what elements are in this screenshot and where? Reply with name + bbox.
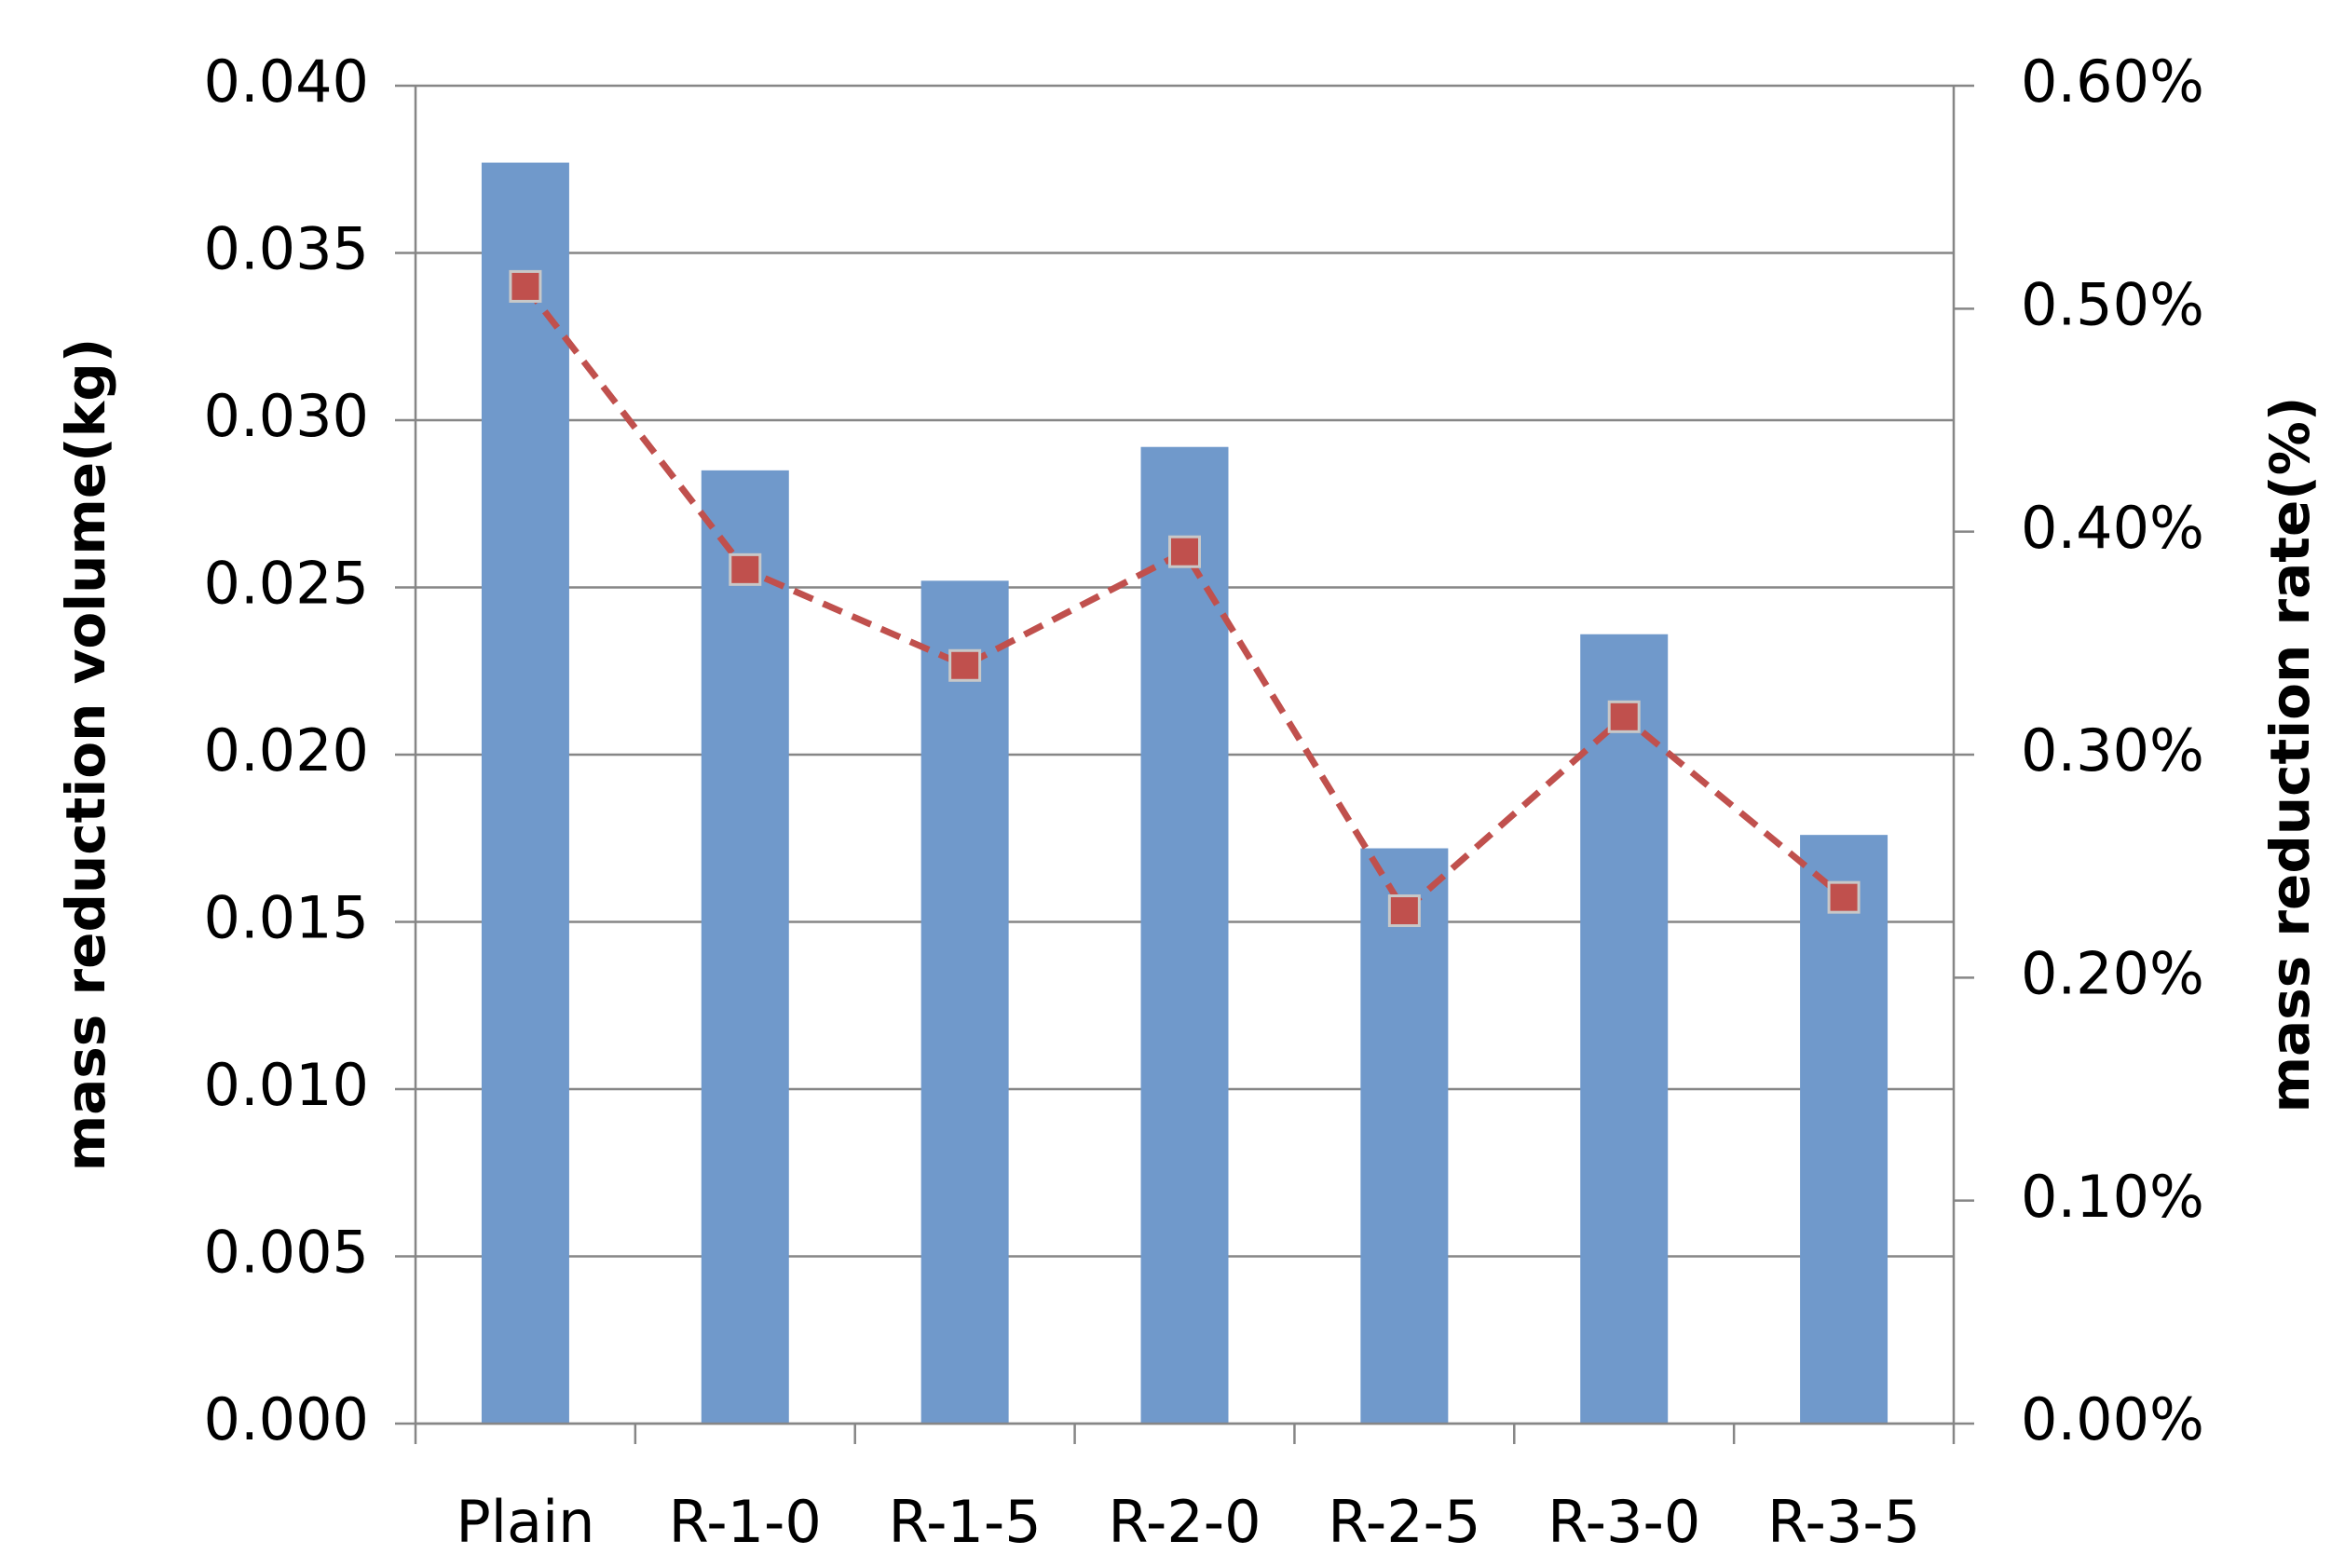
bar — [920, 580, 1009, 1424]
y-tick-label: 0.030 — [204, 382, 370, 450]
y-tick-label: 0.035 — [204, 215, 370, 283]
y-tick-label: 0.005 — [204, 1219, 370, 1287]
y2-tick-label: 0.60% — [2021, 48, 2204, 116]
y2-axis-title: mass reduction rate(%) — [2258, 397, 2322, 1113]
marker — [1387, 894, 1421, 928]
bar — [1580, 634, 1669, 1424]
x-tick-label: R-1-0 — [669, 1488, 822, 1556]
y-tick-label: 0.015 — [204, 884, 370, 952]
x-tick-label: R-1-5 — [889, 1488, 1042, 1556]
bar — [1800, 835, 1888, 1424]
y2-tick-label: 0.00% — [2021, 1385, 2204, 1453]
marker — [729, 552, 762, 586]
x-tick-label: Plain — [456, 1488, 594, 1556]
x-tick-label: R-2-0 — [1108, 1488, 1261, 1556]
x-tick-label: R-3-0 — [1547, 1488, 1700, 1556]
y2-tick-label: 0.20% — [2021, 939, 2204, 1007]
y2-tick-label: 0.30% — [2021, 716, 2204, 784]
y-tick-label: 0.025 — [204, 550, 370, 618]
marker — [1827, 880, 1861, 914]
bar — [1140, 446, 1229, 1425]
y-tick-label: 0.040 — [204, 48, 370, 116]
x-tick-label: R-3-5 — [1767, 1488, 1920, 1556]
y2-tick-label: 0.50% — [2021, 270, 2204, 338]
y2-tick-label: 0.10% — [2021, 1163, 2204, 1231]
y-tick-label: 0.000 — [204, 1385, 370, 1453]
bar — [701, 470, 789, 1425]
x-tick-label: R-2-5 — [1328, 1488, 1480, 1556]
bar — [481, 162, 569, 1424]
marker — [509, 269, 542, 303]
marker — [1168, 535, 1201, 568]
y2-tick-label: 0.40% — [2021, 494, 2204, 562]
y-tick-label: 0.020 — [204, 716, 370, 784]
bar — [1360, 848, 1449, 1424]
marker — [948, 648, 982, 682]
y-tick-label: 0.010 — [204, 1051, 370, 1119]
y-axis-title: mass reduction volume(kg) — [54, 338, 117, 1172]
marker — [1607, 700, 1641, 733]
